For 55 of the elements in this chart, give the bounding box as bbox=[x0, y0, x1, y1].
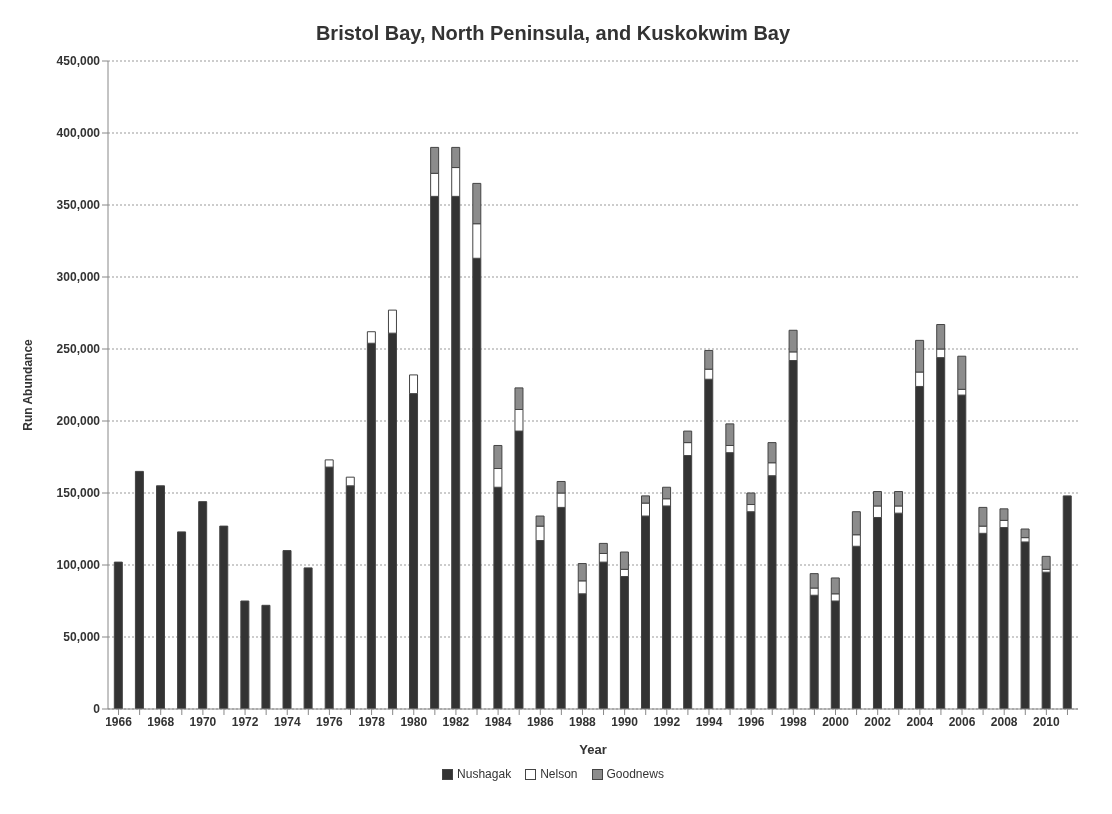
bar bbox=[198, 501, 208, 709]
y-tick-label: 50,000 bbox=[63, 630, 101, 645]
x-tick-label: 1972 bbox=[231, 714, 259, 729]
bar bbox=[113, 561, 123, 709]
x-tick-label: 1986 bbox=[526, 714, 554, 729]
x-tick-label: 2004 bbox=[906, 714, 934, 729]
y-tick-label: 450,000 bbox=[56, 54, 101, 69]
bar bbox=[219, 525, 229, 709]
x-tick-label: 1982 bbox=[442, 714, 470, 729]
legend-label: Nushagak bbox=[457, 767, 512, 781]
bar bbox=[1041, 571, 1051, 709]
x-tick-label: 1966 bbox=[105, 714, 133, 729]
y-tick-label: 200,000 bbox=[56, 414, 101, 429]
x-tick-label: 2000 bbox=[822, 714, 850, 729]
x-tick-label: 2006 bbox=[948, 714, 976, 729]
y-tick-label: 0 bbox=[93, 702, 101, 717]
bar bbox=[282, 550, 292, 709]
x-tick-label: 1988 bbox=[569, 714, 597, 729]
x-axis-title: Year bbox=[579, 742, 607, 757]
x-tick-label: 1974 bbox=[273, 714, 301, 729]
x-tick-label: 1996 bbox=[737, 714, 765, 729]
bar bbox=[134, 470, 144, 709]
y-axis-title: Run Abundance bbox=[21, 338, 36, 431]
bar bbox=[1041, 555, 1051, 570]
chart-title: Bristol Bay, North Peninsula, and Kuskokwim Bay bbox=[314, 21, 792, 46]
x-tick-label: 1970 bbox=[189, 714, 217, 729]
bar bbox=[240, 600, 250, 709]
y-tick-label: 400,000 bbox=[56, 126, 101, 141]
x-tick-label: 2008 bbox=[990, 714, 1018, 729]
x-tick-label: 1976 bbox=[316, 714, 344, 729]
y-tick-label: 300,000 bbox=[56, 270, 101, 285]
x-tick-label: 1980 bbox=[400, 714, 428, 729]
x-tick-label: 2002 bbox=[864, 714, 892, 729]
y-tick-label: 250,000 bbox=[56, 342, 101, 357]
y-tick-label: 350,000 bbox=[56, 198, 101, 213]
y-tick-label: 150,000 bbox=[56, 486, 101, 501]
bar bbox=[303, 567, 313, 709]
y-tick-label: 100,000 bbox=[56, 558, 101, 573]
x-tick-label: 1968 bbox=[147, 714, 175, 729]
x-tick-label: 1984 bbox=[484, 714, 512, 729]
x-tick-label: 1990 bbox=[611, 714, 639, 729]
bar bbox=[1062, 495, 1072, 709]
x-tick-label: 2010 bbox=[1033, 714, 1061, 729]
bar bbox=[1020, 541, 1030, 709]
legend-label: Goodnews bbox=[606, 767, 664, 781]
x-tick-label: 1978 bbox=[358, 714, 386, 729]
x-tick-label: 1994 bbox=[695, 714, 723, 729]
x-tick-label: 1992 bbox=[653, 714, 681, 729]
bar bbox=[261, 604, 271, 709]
bar bbox=[156, 485, 165, 709]
x-tick-label: 1998 bbox=[779, 714, 807, 729]
bar bbox=[177, 531, 187, 709]
legend-label: Nelson bbox=[540, 767, 578, 781]
bar bbox=[1020, 528, 1030, 539]
bar bbox=[957, 394, 967, 709]
